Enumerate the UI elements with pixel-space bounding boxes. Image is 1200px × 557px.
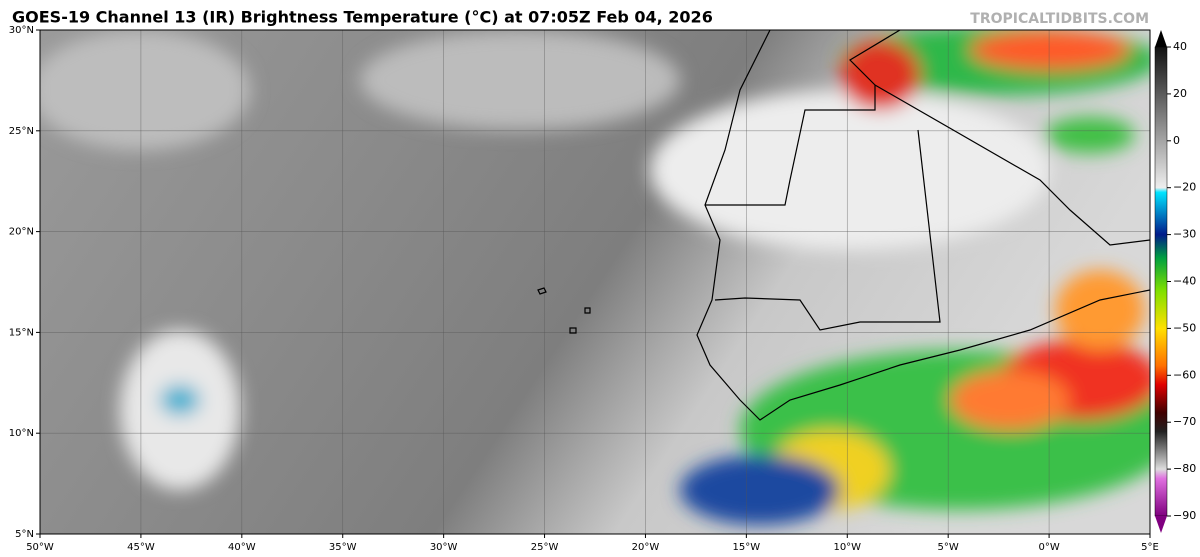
lon-label: 40°W	[228, 542, 256, 553]
title: GOES-19 Channel 13 (IR) Brightness Tempe…	[12, 8, 713, 27]
lat-label: 15°N	[9, 327, 34, 338]
colorbar-label: −40	[1173, 275, 1196, 288]
satellite-image	[40, 30, 1150, 534]
map-frame	[39, 29, 1151, 535]
islands	[537, 287, 591, 334]
lat-label: 5°N	[15, 529, 34, 540]
coastlines	[537, 30, 1150, 421]
coastline	[696, 30, 1150, 421]
clouds	[40, 30, 1150, 525]
colorbar-scale	[1154, 46, 1168, 517]
lon-label: 45°W	[127, 542, 155, 553]
lon-label: 10°W	[833, 542, 861, 553]
lon-label: 20°W	[632, 542, 660, 553]
colorbar-label: −30	[1173, 228, 1196, 241]
lat-label: 10°N	[9, 428, 34, 439]
border	[705, 30, 1150, 331]
colorbar-label: 40	[1173, 40, 1187, 53]
colorbar-label: −20	[1173, 181, 1196, 194]
lon-label: 30°W	[430, 542, 458, 553]
colorbar	[1154, 30, 1168, 533]
colorbar-label: −80	[1173, 462, 1196, 475]
lon-label: 35°W	[329, 542, 357, 553]
colorbar-label: −90	[1173, 509, 1196, 522]
lon-label: 50°W	[26, 542, 54, 553]
credit: TROPICALTIDBITS.COM	[970, 11, 1149, 27]
lat-label: 30°N	[9, 25, 34, 36]
lon-label: 5°E	[1141, 542, 1159, 553]
graticule	[40, 30, 1150, 534]
colorbar-label: 0	[1173, 134, 1180, 147]
colorbar-label: −60	[1173, 368, 1196, 381]
lat-label: 20°N	[9, 227, 34, 238]
colorbar-max	[1155, 30, 1167, 47]
lon-label: 0°W	[1038, 542, 1059, 553]
lon-label: 25°W	[531, 542, 559, 553]
colorbar-min	[1155, 516, 1167, 533]
colorbar-label: −50	[1173, 321, 1196, 334]
lat-label: 25°N	[9, 126, 34, 137]
lon-label: 5°W	[938, 542, 959, 553]
colorbar-label: 20	[1173, 87, 1187, 100]
colorbar-label: −70	[1173, 415, 1196, 428]
lon-label: 15°W	[733, 542, 761, 553]
